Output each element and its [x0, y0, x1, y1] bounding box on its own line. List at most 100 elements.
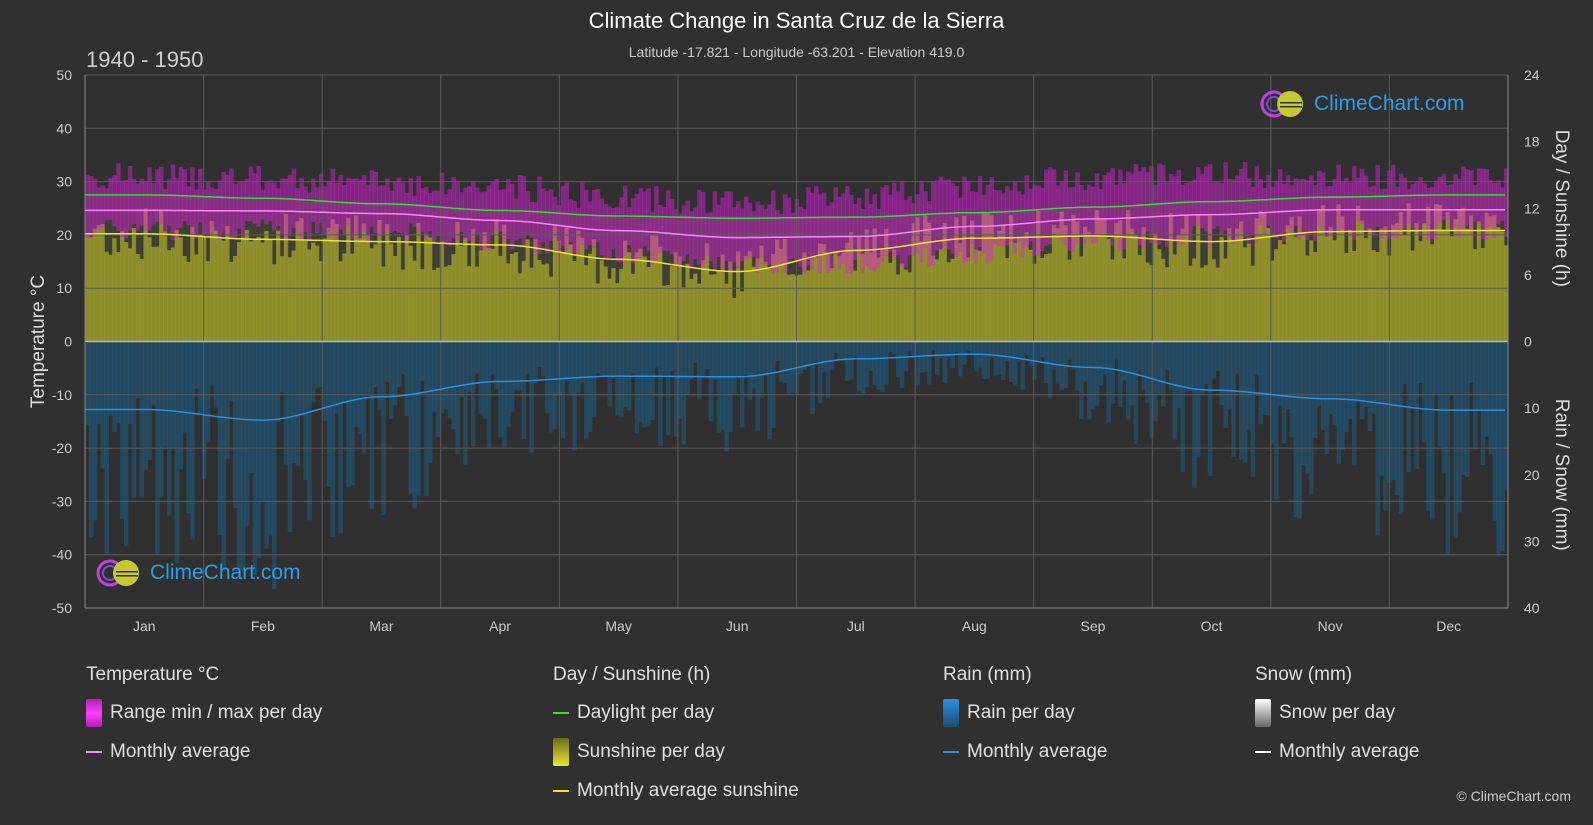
temp-range-bar: [517, 174, 523, 239]
sunshine-bar: [311, 242, 316, 342]
temp-range-bar: [642, 191, 648, 247]
rain-bar: [424, 341, 429, 497]
temp-range-bar: [1235, 175, 1240, 240]
sunshine-bar: [576, 230, 581, 342]
sunshine-bar: [131, 228, 137, 342]
temp-range-bar: [1406, 188, 1412, 224]
sunshine-bar: [155, 246, 160, 342]
rain-bar: [467, 341, 472, 392]
rain-bar: [342, 341, 347, 404]
sunshine-bar: [233, 255, 238, 342]
sunshine-bar: [607, 278, 612, 342]
rain-bar: [708, 341, 714, 422]
temp-range-bar: [135, 183, 141, 231]
temp-range-bar: [139, 178, 145, 226]
rain-bar: [1274, 341, 1279, 500]
rain-bar: [1383, 341, 1388, 511]
rain-bar: [506, 341, 511, 427]
temp-range-bar: [529, 201, 534, 238]
rain-bar: [1328, 341, 1334, 415]
temp-range-bar: [584, 190, 589, 250]
temp-range-bar: [1203, 166, 1209, 232]
rain-bar: [229, 341, 234, 402]
rain-bar: [1145, 341, 1150, 403]
rain-bar: [638, 341, 644, 422]
sunshine-bar: [1320, 205, 1326, 342]
rain-bar: [915, 341, 920, 386]
daylight-bar: [615, 216, 620, 342]
rain-bar: [131, 341, 137, 498]
temp-range-bar: [1020, 194, 1026, 257]
rain-bar: [240, 341, 246, 571]
sunshine-bar: [763, 261, 768, 342]
sunshine-bar: [969, 220, 975, 342]
temp-range-bar: [1394, 186, 1400, 239]
sunshine-bar: [1258, 210, 1263, 342]
temp-range-bar: [104, 188, 109, 221]
temp-range-bar: [892, 182, 897, 259]
sunshine-bar: [1352, 250, 1357, 342]
temp-range-bar: [486, 185, 492, 251]
temp-range-bar: [1336, 164, 1341, 232]
sunshine-bar: [1250, 265, 1256, 342]
sunshine-bar: [112, 238, 117, 342]
rain-bar: [1075, 341, 1080, 391]
sunshine-bar: [315, 245, 320, 342]
logo-top[interactable]: ClimeChart.com: [1258, 88, 1465, 120]
legend-item-rain: Rain per day: [943, 699, 1107, 727]
rain-bar: [517, 341, 523, 391]
temp-range-bar: [389, 190, 394, 233]
logo-bottom[interactable]: ClimeChart.com: [94, 557, 301, 589]
sunshine-average-line: [85, 229, 1505, 273]
temp-range-bar: [1398, 173, 1404, 231]
temp-range-bar: [728, 191, 733, 271]
rain-bar: [498, 341, 503, 438]
sunshine-bar: [1340, 216, 1345, 342]
rain-bar: [1453, 341, 1458, 538]
temp-range-bar: [470, 181, 476, 246]
temp-range-bar: [853, 204, 858, 261]
sunshine-bar: [1055, 228, 1061, 342]
rain-bar: [724, 341, 729, 452]
rain-bar: [1472, 341, 1478, 450]
sunshine-bar: [568, 244, 573, 342]
rain-bar: [123, 341, 129, 546]
temp-range-bar: [377, 185, 382, 238]
rain-bar: [1137, 341, 1143, 372]
temp-range-bar: [1348, 182, 1353, 233]
sunshine-bar: [1020, 238, 1026, 342]
month-tick-label: Jun: [726, 618, 749, 634]
rain-bar: [431, 341, 437, 413]
legend-label: Snow per day: [1279, 702, 1396, 723]
rain-bar: [1301, 341, 1306, 465]
temp-range-bar: [1137, 171, 1143, 246]
sunshine-bar: [884, 228, 889, 342]
rain-bar: [1223, 341, 1228, 428]
sunshine-bar: [1449, 236, 1455, 342]
temp-range-bar: [346, 177, 351, 226]
rain-bar: [829, 341, 835, 370]
rain-bar: [1231, 341, 1236, 457]
rain-bar: [927, 341, 932, 385]
line-swatch-icon: [943, 751, 959, 753]
temp-range-bar: [1164, 182, 1170, 248]
temp-range-bar: [1153, 184, 1158, 244]
sunshine-bar: [837, 256, 842, 342]
sunshine-bar: [685, 263, 690, 342]
sunshine-bar: [821, 244, 827, 342]
rain-bar: [1266, 341, 1271, 416]
left-tick-label: 10: [56, 280, 72, 296]
temp-range-bar: [1094, 173, 1100, 244]
legend-item-snow: Snow per day: [1255, 699, 1419, 727]
temp-range-bar: [392, 181, 398, 232]
temp-range-bar: [1313, 185, 1318, 241]
rain-bar: [416, 341, 421, 496]
sunshine-bar: [127, 248, 133, 342]
sunshine-bar: [1044, 254, 1049, 342]
rain-bar: [1016, 341, 1022, 363]
sunshine-bar: [428, 237, 433, 342]
sunshine-bar: [147, 237, 152, 342]
rain-bar: [1086, 341, 1092, 420]
sunshine-bar: [833, 251, 839, 342]
rain-bar: [736, 341, 741, 378]
